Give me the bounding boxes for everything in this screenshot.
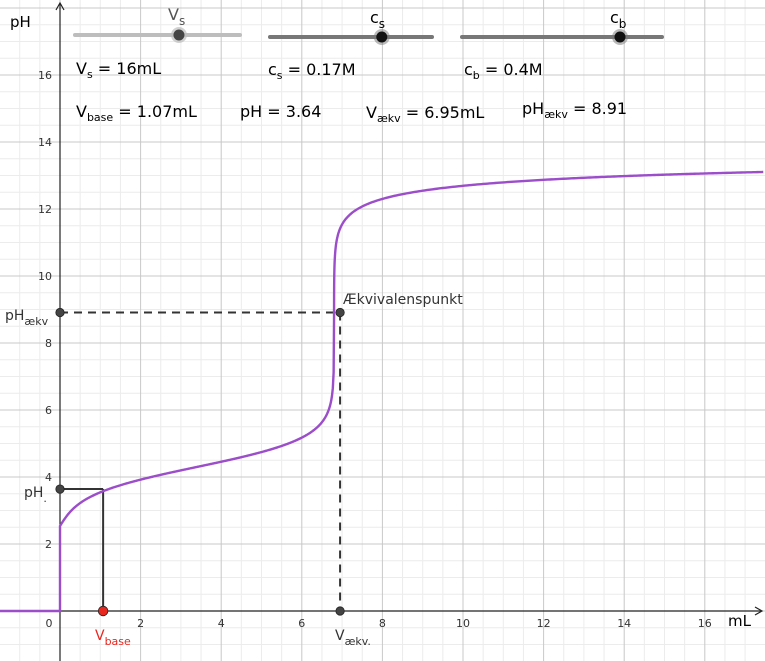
y-axis-arrow [55, 1, 65, 11]
equivalence-point[interactable] [335, 307, 345, 318]
y-axis-label: pH [10, 13, 31, 31]
ph-aekv-label-sub: ækv [24, 315, 48, 328]
x-axis-arrow [754, 606, 764, 616]
info-vs-rest: = 16mL [93, 59, 162, 78]
x-tick-label: 10 [456, 617, 470, 630]
y-tick-label: 14 [38, 136, 52, 149]
slider-vs-knob[interactable] [173, 29, 185, 41]
info-cs-rest: = 0.17M [283, 60, 356, 79]
info-cs: cs = 0.17M [268, 60, 356, 82]
slider-vs-label-main: V [168, 5, 179, 24]
slider-cs-label-main: c [370, 8, 379, 27]
x-tick-label: 16 [698, 617, 712, 630]
info-phaekv: pHækv = 8.91 [522, 99, 627, 121]
points [55, 307, 345, 617]
ph-point-label-sub: . [43, 492, 47, 505]
y-tick-label: 4 [45, 471, 52, 484]
v-aekv-label-main: V [335, 628, 345, 644]
x-tick-label: 12 [537, 617, 551, 630]
y-tick-label: 2 [45, 538, 52, 551]
x-tick-label: 6 [298, 617, 305, 630]
info-phaekv-rest: = 8.91 [568, 99, 627, 118]
info-vs-sub: s [87, 68, 93, 81]
x-tick-label: 2 [137, 617, 144, 630]
guide-lines [60, 311, 342, 611]
info-vaekv-main: V [366, 103, 377, 122]
ph-aekv-label: pHækv [5, 308, 49, 328]
info-cb-rest: = 0.4M [480, 60, 543, 79]
slider-cs-label: cs [370, 8, 385, 31]
slider-cb-label-sub: b [619, 17, 627, 31]
y-tick-label: 8 [45, 337, 52, 350]
info-cs-main: c [268, 60, 277, 79]
info-ph: pH = 3.64 [240, 102, 321, 121]
info-cb-main: c [464, 60, 473, 79]
info-vbase-sub: base [87, 111, 113, 124]
v-base-label: Vbase [95, 628, 131, 648]
y-tick-label: 10 [38, 270, 52, 283]
info-vbase-main: V [76, 102, 87, 121]
ph-point[interactable] [55, 484, 65, 494]
info-ph-main: pH = 3.64 [240, 102, 321, 121]
info-vbase-rest: = 1.07mL [113, 102, 197, 121]
slider-cs-label-sub: s [379, 17, 385, 31]
info-phaekv-sub: ækv [544, 108, 568, 121]
ph-point-label: pH. [24, 485, 47, 505]
slider-cb-label: cb [610, 8, 626, 31]
slider-cb-knob[interactable] [614, 31, 626, 43]
slider-cs[interactable]: cs [268, 8, 434, 45]
slider-cb[interactable]: cb [460, 8, 664, 45]
slider-cb-label-main: c [610, 8, 619, 27]
x-tick-label: 8 [379, 617, 386, 630]
v-aekv-point[interactable] [335, 606, 345, 616]
x-axis-label: mL [728, 612, 752, 630]
v-base-point[interactable] [97, 605, 109, 617]
info-vbase: Vbase = 1.07mL [76, 102, 197, 124]
equivalence-point-label: Ækvivalenspunkt [343, 292, 463, 308]
y-tick-label: 16 [38, 69, 52, 82]
info-vaekv-rest: = 6.95mL [401, 103, 485, 122]
info-vaekv-sub: ækv [377, 112, 401, 125]
ph-aekv-point[interactable] [55, 307, 65, 318]
x-tick-label: 4 [218, 617, 225, 630]
y-tick-label: 6 [45, 404, 52, 417]
info-cb: cb = 0.4M [464, 60, 543, 82]
info-cs-sub: s [277, 69, 283, 82]
slider-vs-label: Vs [168, 5, 185, 28]
x-tick-label: 14 [617, 617, 631, 630]
ph-aekv-label-main: pH [5, 308, 24, 324]
v-base-label-main: V [95, 628, 105, 644]
tick-labels: 0 2 4 6 8 10 12 14 16 2 4 6 8 10 12 14 16 [38, 69, 712, 630]
titration-curve [0, 170, 764, 613]
slider-cs-knob[interactable] [376, 31, 388, 43]
slider-vs-label-sub: s [179, 14, 185, 28]
slider-vs[interactable]: Vs [73, 5, 242, 43]
v-aekv-label-sub: ækv. [345, 635, 371, 648]
info-vs-main: V [76, 59, 87, 78]
info-vaekv: Vækv = 6.95mL [366, 103, 484, 125]
v-base-label-sub: base [105, 635, 131, 648]
x-tick-label: 0 [46, 617, 53, 630]
info-cb-sub: b [473, 69, 480, 82]
info-phaekv-main: pH [522, 99, 544, 118]
y-tick-label: 12 [38, 203, 52, 216]
ph-point-label-main: pH [24, 485, 43, 501]
info-vs: Vs = 16mL [76, 59, 161, 81]
v-aekv-label: Vækv. [335, 628, 371, 648]
